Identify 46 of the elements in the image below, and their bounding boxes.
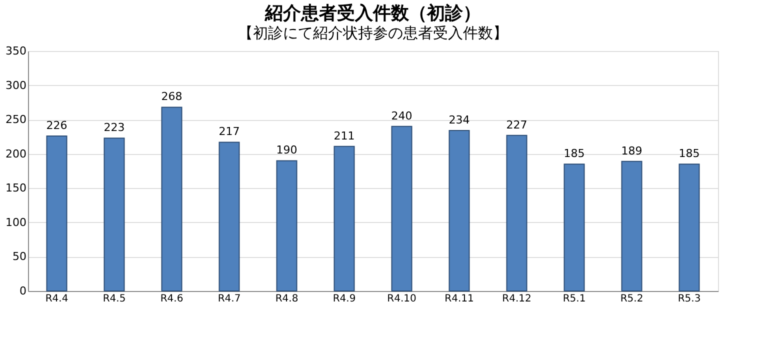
y-tick-label: 0 — [20, 284, 26, 298]
x-tick-label: R4.5 — [102, 294, 126, 304]
x-tick-label: R4.9 — [332, 294, 356, 304]
bar — [46, 136, 68, 292]
x-tick-label: R4.4 — [45, 294, 68, 304]
data-label: 190 — [276, 144, 298, 157]
y-tick-label: 350 — [6, 44, 26, 58]
bar — [161, 106, 182, 292]
y-tick-label: 200 — [6, 147, 26, 160]
x-tick-label: R4.6 — [160, 294, 184, 304]
bar — [104, 138, 125, 292]
chart-title: 紹介患者受入件数（初診） — [264, 3, 481, 24]
y-tick-label: 50 — [12, 250, 26, 264]
x-tick-label: R5.2 — [620, 294, 644, 304]
data-label: 234 — [448, 114, 470, 127]
data-label: 268 — [161, 90, 182, 104]
bar — [218, 142, 240, 292]
bar — [276, 160, 298, 292]
x-tick-label: R5.1 — [562, 294, 586, 304]
bar — [334, 146, 355, 292]
y-tick-label: 250 — [6, 113, 26, 126]
x-tick-label: R4.10 — [387, 294, 416, 304]
data-label: 227 — [506, 118, 528, 132]
bar — [391, 126, 412, 292]
x-tick-label: R4.8 — [275, 294, 298, 304]
bar — [506, 134, 528, 292]
y-tick-label: 300 — [6, 78, 26, 92]
x-tick-label: R4.7 — [218, 294, 241, 304]
y-tick-label: 100 — [6, 216, 26, 229]
x-tick-label: R4.12 — [502, 294, 532, 304]
bar — [448, 130, 470, 292]
data-label: 217 — [218, 125, 240, 138]
data-label: 240 — [391, 109, 412, 122]
x-tick-label: R4.11 — [444, 294, 474, 304]
bar — [678, 164, 700, 292]
x-tick-label: R5.3 — [678, 294, 701, 304]
data-label: 189 — [621, 144, 642, 158]
bar — [564, 164, 585, 292]
data-label: 211 — [334, 129, 355, 142]
data-label: 185 — [678, 147, 700, 160]
bar — [621, 160, 642, 292]
y-tick-label: 150 — [6, 182, 26, 195]
chart-subtitle: 【初診にて紹介状持参の患者受入件数】 — [238, 24, 508, 42]
data-label: 185 — [564, 147, 585, 160]
data-label: 223 — [104, 121, 125, 134]
data-label: 226 — [46, 119, 68, 132]
